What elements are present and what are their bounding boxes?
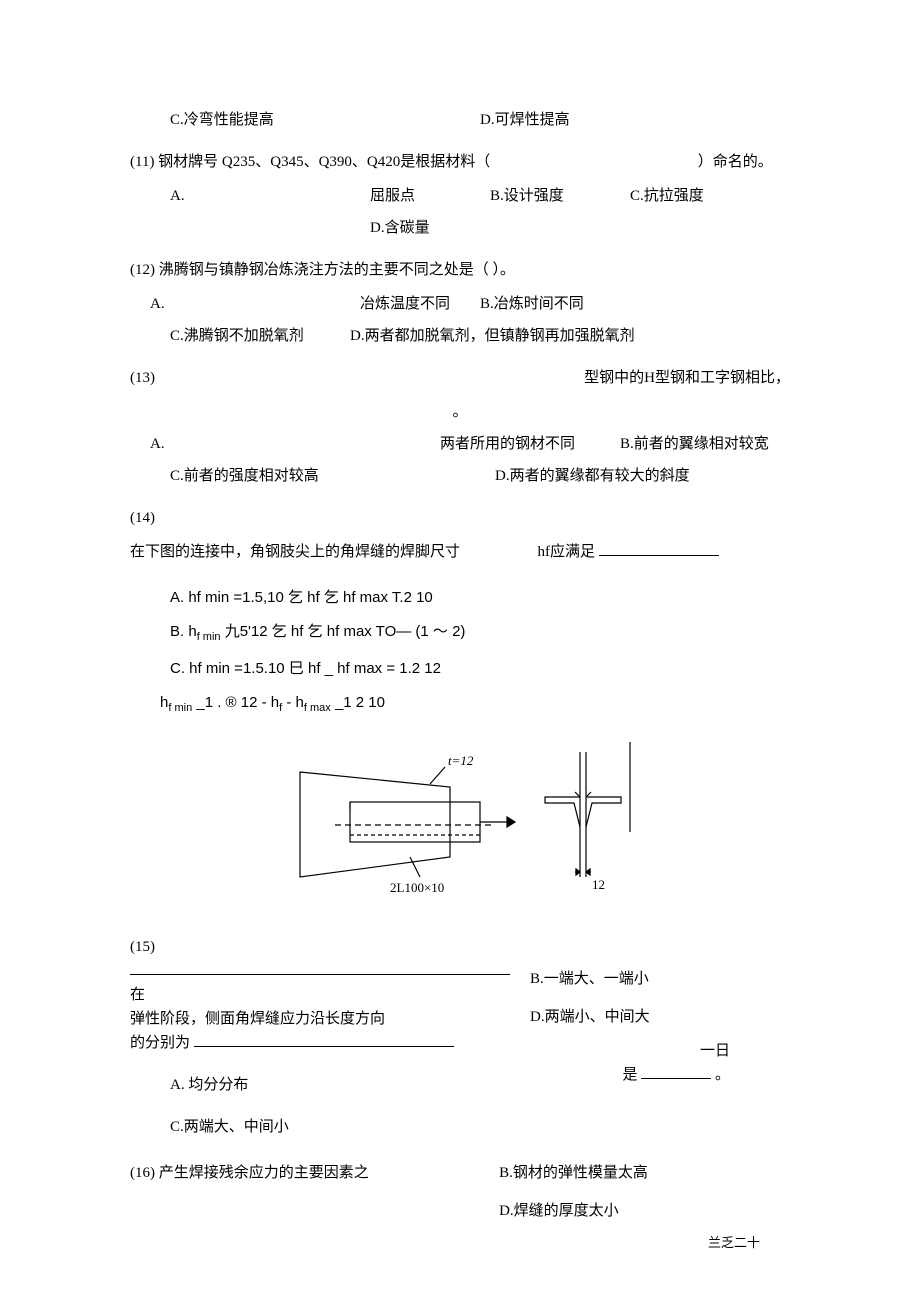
q14-text: 在下图的连接中，角钢肢尖上的角焊缝的焊脚尺寸 — [130, 544, 460, 560]
q14-option-b: B. hf min 九5'12 乞 hf 乞 hf max TO— (1 ～ 2… — [170, 620, 790, 647]
q16-b: B.钢材的弹性模量太高 — [499, 1161, 790, 1185]
q15-c: C.两端大、中间小 — [170, 1115, 510, 1139]
q13-num: (13) — [130, 366, 190, 390]
q12-b: B.冶炼时间不同 — [480, 292, 584, 316]
weld-diagram: t=12 2L100×10 12 — [130, 737, 790, 915]
q12-row-a: A. 冶炼温度不同 B.冶炼时间不同 — [150, 292, 790, 316]
q10-option-c: C.冷弯性能提高 — [170, 108, 480, 132]
q15-block: (15) 在 弹性阶段，侧面角焊缝应力沿长度方向 的分别为 A. 均分分布 C.… — [130, 935, 790, 1147]
q11-options-row1: A. 屈服点 B.设计强度 C.抗拉强度 — [170, 184, 790, 208]
q11-b: B.设计强度 — [490, 184, 630, 208]
q14d-sub1: f min — [168, 702, 192, 714]
q11-options-row2: D.含碳量 — [370, 216, 790, 240]
q14d-end: _1 2 10 — [331, 694, 385, 711]
q15-num: (15) — [130, 939, 155, 955]
q15-b: B.一端大、一端小 — [530, 967, 790, 991]
q13-c: C.前者的强度相对较高 — [170, 464, 465, 488]
q11-a-label: A. — [170, 184, 210, 208]
q15-line1: (15) 在 — [130, 935, 510, 1007]
q15-suffix: 在 — [130, 987, 145, 1003]
q14d-sub3: f max — [304, 702, 331, 714]
q13-a-text: 两者所用的钢材不同 — [440, 432, 620, 456]
q11-prefix: (11) 钢材牌号 Q235、Q345、Q390、Q420是根据材料（ — [130, 154, 490, 170]
q14d-mid2: - h — [282, 694, 304, 711]
q14-option-c: C. hf min =1.5.10 巳 hf _ hf max = 1.2 12 — [170, 657, 790, 681]
q13-row-cd: C.前者的强度相对较高 D.两者的翼缘都有较大的斜度 — [170, 464, 790, 488]
q13-b: B.前者的翼缘相对较宽 — [620, 432, 769, 456]
q15-line2: 弹性阶段，侧面角焊缝应力沿长度方向 — [130, 1007, 510, 1031]
q11-a-text: 屈服点 — [370, 184, 490, 208]
q16-tail: 兰乏二十 — [499, 1233, 790, 1254]
q14-text-row: 在下图的连接中，角钢肢尖上的角焊缝的焊脚尺寸 hf应满足 — [130, 540, 790, 564]
q10-options-cd: C.冷弯性能提高 D.可焊性提高 — [170, 108, 790, 132]
q13-text: 型钢中的H型钢和工字钢相比， — [584, 366, 790, 390]
q11-a-spacer — [210, 184, 370, 208]
q15-shi: 是 — [622, 1067, 637, 1083]
q15-blank1 — [130, 974, 510, 975]
q15-line3: 的分别为 — [130, 1031, 510, 1055]
q14-hf: hf应满足 — [538, 544, 596, 560]
q15-a: A. 均分分布 — [170, 1073, 510, 1097]
q15-blank3 — [641, 1078, 711, 1079]
diagram-angle-label: 2L100×10 — [390, 880, 444, 895]
q11-question: (11) 钢材牌号 Q235、Q345、Q390、Q420是根据材料（ ）命名的… — [130, 150, 790, 174]
q14d-mid: _1 . ® 12 - h — [192, 694, 279, 711]
q13-dot: 。 — [130, 400, 790, 424]
q15-dash: 一日 — [530, 1039, 790, 1063]
q12-a-spacer — [190, 292, 360, 316]
q12-a-text: 冶炼温度不同 — [360, 292, 480, 316]
q12-question: (12) 沸腾钢与镇静钢冶炼浇注方法的主要不同之处是（ ）。 — [130, 258, 790, 282]
q14-blank — [599, 555, 719, 556]
q16-d: D.焊缝的厚度太小 — [499, 1199, 790, 1223]
q13-dot-char: 。 — [452, 404, 467, 420]
q10-option-d: D.可焊性提高 — [480, 108, 790, 132]
q13-d: D.两者的翼缘都有较大的斜度 — [465, 464, 790, 488]
q14-option-d: hf min _1 . ® 12 - hf - hf max _1 2 10 — [160, 691, 790, 718]
q14-option-a: A. hf min =1.5,10 乞 hf 乞 hf max T.2 10 — [170, 586, 790, 610]
q15-shi-row: 是 。 — [530, 1063, 790, 1087]
q15-line3-pre: 的分别为 — [130, 1035, 190, 1051]
q13-a-label: A. — [150, 432, 190, 456]
q11-d: D.含碳量 — [370, 220, 430, 236]
q14b-sub1: f min — [197, 631, 221, 643]
q15-blank2 — [194, 1046, 454, 1047]
q12-d: D.两者都加脱氧剂，但镇静钢再加强脱氧剂 — [350, 324, 635, 348]
diagram-gusset-label: 12 — [592, 877, 605, 892]
q16-text: (16) 产生焊接残余应力的主要因素之 — [130, 1161, 479, 1185]
q11-c: C.抗拉强度 — [630, 184, 704, 208]
diagram-t-label: t=12 — [448, 753, 474, 768]
q12-a-label: A. — [150, 292, 190, 316]
q11-suffix: ）命名的。 — [698, 154, 773, 170]
q14b-mid: 九5'12 乞 hf 乞 hf max TO— (1 ～ 2) — [221, 623, 466, 640]
q14b-pre: B. h — [170, 623, 197, 640]
q15-d: D.两端小、中间大 — [530, 1005, 790, 1029]
q12-c: C.沸腾钢不加脱氧剂 — [170, 324, 350, 348]
q16-block: (16) 产生焊接残余应力的主要因素之 B.钢材的弹性模量太高 D.焊缝的厚度太… — [130, 1161, 790, 1254]
q14-num: (14) — [130, 506, 790, 530]
q13-row1: (13) 型钢中的H型钢和工字钢相比， — [130, 366, 790, 390]
q12-row-cd: C.沸腾钢不加脱氧剂 D.两者都加脱氧剂，但镇静钢再加强脱氧剂 — [170, 324, 790, 348]
q15-dot: 。 — [715, 1067, 730, 1083]
q13-a-spacer — [190, 432, 440, 456]
q13-row-ab: A. 两者所用的钢材不同 B.前者的翼缘相对较宽 — [150, 432, 790, 456]
